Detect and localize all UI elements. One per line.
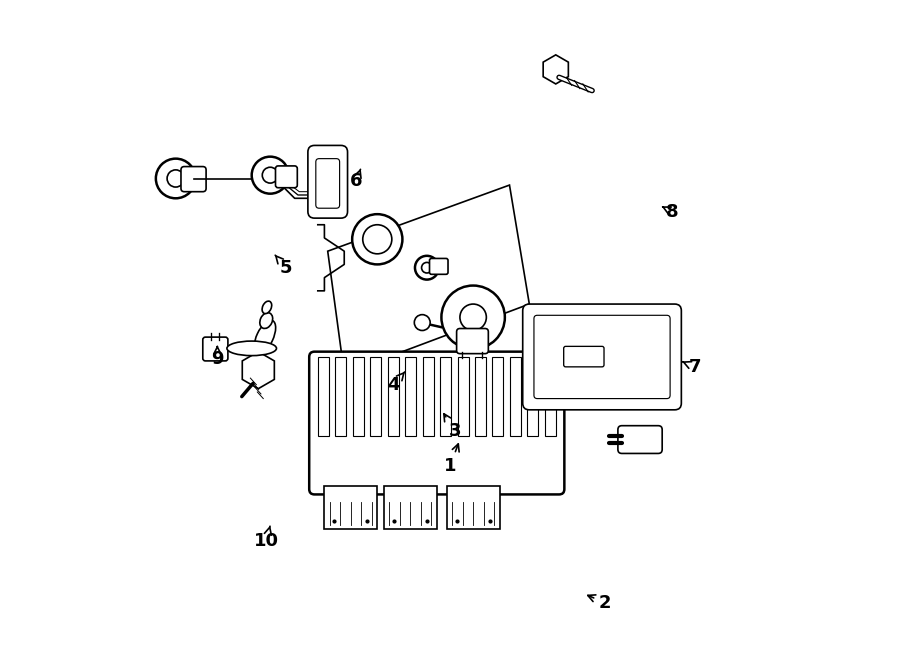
Polygon shape [328, 185, 529, 373]
FancyBboxPatch shape [534, 315, 670, 399]
Ellipse shape [260, 313, 273, 329]
FancyBboxPatch shape [316, 159, 339, 208]
Bar [388, 357, 399, 436]
Polygon shape [242, 352, 274, 389]
Ellipse shape [254, 321, 275, 354]
Circle shape [536, 317, 556, 337]
Polygon shape [318, 225, 344, 291]
Circle shape [536, 377, 556, 397]
Text: 8: 8 [662, 202, 679, 221]
Circle shape [648, 377, 668, 397]
Bar [510, 357, 521, 436]
Text: 4: 4 [388, 372, 405, 394]
FancyBboxPatch shape [308, 145, 347, 218]
Circle shape [167, 170, 184, 187]
Circle shape [352, 214, 402, 264]
Text: 10: 10 [254, 526, 279, 550]
Text: 3: 3 [444, 414, 461, 440]
FancyBboxPatch shape [310, 352, 564, 494]
Bar [527, 357, 538, 436]
Text: 7: 7 [683, 358, 701, 376]
Circle shape [653, 323, 662, 332]
Circle shape [363, 225, 392, 254]
Ellipse shape [262, 301, 272, 313]
Bar [446, 486, 500, 529]
Circle shape [541, 323, 551, 332]
FancyBboxPatch shape [618, 426, 662, 453]
Text: 1: 1 [444, 444, 459, 475]
Circle shape [156, 159, 195, 198]
Bar [544, 357, 556, 436]
Circle shape [460, 304, 486, 330]
Bar [336, 357, 346, 436]
Text: 2: 2 [588, 594, 612, 612]
Text: 5: 5 [275, 255, 292, 277]
Circle shape [653, 382, 662, 391]
Circle shape [252, 157, 289, 194]
FancyBboxPatch shape [181, 167, 206, 192]
Circle shape [262, 167, 278, 183]
Bar [475, 357, 486, 436]
Bar [457, 357, 469, 436]
Circle shape [648, 317, 668, 337]
Text: 6: 6 [350, 169, 363, 190]
Bar [370, 357, 382, 436]
Ellipse shape [227, 341, 276, 356]
Text: 9: 9 [212, 346, 223, 368]
Circle shape [441, 286, 505, 349]
Circle shape [541, 382, 551, 391]
Polygon shape [544, 55, 569, 84]
FancyBboxPatch shape [275, 166, 297, 188]
Bar [318, 357, 328, 436]
FancyBboxPatch shape [523, 304, 681, 410]
Bar [440, 357, 451, 436]
Bar [384, 486, 436, 529]
FancyBboxPatch shape [456, 329, 489, 354]
Bar [423, 357, 434, 436]
Circle shape [415, 256, 439, 280]
Circle shape [414, 315, 430, 330]
Circle shape [421, 262, 432, 273]
Bar [405, 357, 416, 436]
Bar [324, 486, 377, 529]
FancyBboxPatch shape [202, 337, 228, 361]
FancyBboxPatch shape [563, 346, 604, 367]
FancyBboxPatch shape [429, 258, 448, 274]
Bar [492, 357, 503, 436]
Bar [353, 357, 364, 436]
